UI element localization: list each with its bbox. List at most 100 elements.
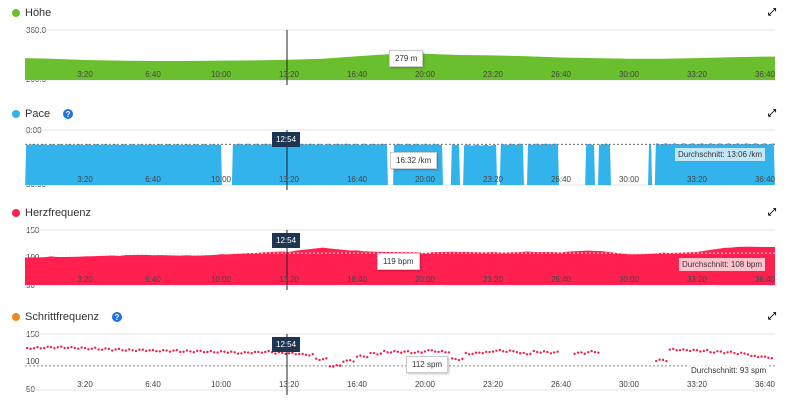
cadence-point [318, 358, 321, 362]
expand-icon[interactable]: ⤢ [768, 311, 776, 322]
expand-icon[interactable]: ⤢ [768, 108, 776, 119]
x-tick-label: 13:20 [278, 380, 300, 389]
cadence-point [389, 351, 393, 354]
pace-average-label: Durchschnitt: 13:06 /km [675, 148, 766, 161]
cadence-point [512, 350, 515, 353]
cadence-point [301, 352, 304, 356]
cadence-point [498, 348, 501, 352]
cadence-point [685, 348, 688, 352]
cadence-point [267, 349, 270, 353]
cadence-point [491, 350, 495, 353]
cadence-point [587, 350, 590, 354]
expand-icon[interactable]: ⤢ [768, 7, 776, 18]
cadence-point [39, 347, 42, 350]
x-tick-label: 30:00 [618, 380, 640, 389]
cadence-point [593, 350, 597, 354]
x-tick-label: 3:20 [77, 275, 93, 284]
cadence-point [158, 350, 161, 353]
pace-segment [463, 144, 498, 185]
cadence-point [403, 350, 406, 353]
cadence-point [549, 352, 552, 355]
cadence-point [757, 355, 760, 359]
cadence-point [352, 360, 355, 363]
cadence-point [723, 352, 726, 355]
cadence-point [131, 349, 134, 352]
cadence-point [90, 347, 94, 350]
cadence-point [746, 353, 750, 356]
cadence-point [379, 352, 382, 355]
cadence-point [349, 358, 352, 362]
x-tick-label: 10:00 [210, 175, 232, 184]
cadence-point [485, 350, 488, 354]
cadence-point [226, 351, 229, 354]
cadence-point [576, 351, 580, 354]
cadence-point [451, 357, 454, 360]
cadence-point [519, 352, 522, 355]
cadence-point [206, 350, 209, 354]
cadence-point [434, 350, 437, 353]
cadence-point [505, 350, 508, 354]
cursor-time-tooltip: 12:54 [272, 233, 301, 248]
x-tick-label: 10:00 [210, 275, 232, 284]
cadence-point [162, 348, 165, 352]
cadence-point [695, 348, 699, 352]
cadence-point [151, 348, 155, 352]
x-tick-label: 13:20 [278, 70, 300, 79]
cadence-average-label: Durchschnitt: 93 spm [688, 364, 770, 377]
cadence-point [396, 350, 399, 353]
cadence-point [29, 347, 32, 350]
cadence-point [743, 352, 746, 355]
cadence-point [291, 351, 294, 355]
pace-segment [598, 143, 611, 185]
cadence-point [753, 354, 756, 358]
x-tick-label: 30:00 [618, 70, 640, 79]
cadence-point [179, 350, 182, 354]
x-tick-label: 36:40 [754, 275, 776, 284]
cadence-point [410, 351, 413, 355]
cadence-point [495, 349, 498, 352]
cadence-point [83, 346, 87, 350]
cadence-point [678, 348, 682, 352]
x-tick-label: 6:40 [145, 70, 161, 79]
cadence-point [573, 352, 576, 356]
help-icon[interactable]: ? [63, 109, 74, 119]
x-tick-label: 6:40 [145, 380, 161, 389]
x-tick-label: 26:40 [550, 275, 572, 284]
cadence-point [386, 351, 389, 354]
cadence-point [372, 351, 376, 355]
x-tick-label: 26:40 [550, 175, 572, 184]
cadence-point [692, 348, 695, 352]
cadence-point [325, 357, 328, 360]
expand-icon[interactable]: ⤢ [768, 207, 776, 218]
cadence-point [168, 350, 172, 353]
cadence-point [148, 349, 151, 352]
x-tick-label: 36:40 [754, 175, 776, 184]
cadence-point [736, 352, 739, 356]
cadence-point [522, 351, 525, 355]
cadence-point [274, 352, 277, 355]
cadence-point [253, 350, 257, 354]
cadence-point [478, 351, 481, 354]
cadence-point [100, 348, 104, 351]
x-tick-label: 20:00 [414, 175, 436, 184]
cadence-point [87, 348, 90, 351]
pace-segment [648, 143, 653, 185]
cadence-point [423, 350, 427, 353]
cadence-point [298, 352, 301, 356]
cadence-point [182, 350, 185, 353]
x-tick-label: 33:20 [686, 380, 708, 389]
cadence-point [553, 351, 556, 354]
help-icon[interactable]: ? [111, 312, 122, 322]
cadence-point [308, 354, 311, 357]
cadence-point [73, 346, 77, 350]
pace-segment [527, 143, 559, 185]
cadence-point [366, 355, 369, 359]
cadence-point [413, 351, 416, 354]
cadence-point [590, 349, 593, 353]
cadence-point [767, 356, 770, 360]
cadence-point [165, 349, 168, 352]
cadence-point [138, 348, 141, 351]
heart-tooltip: 119 bpm [377, 253, 420, 270]
cadence-point [706, 348, 709, 352]
cadence-point [304, 353, 308, 357]
